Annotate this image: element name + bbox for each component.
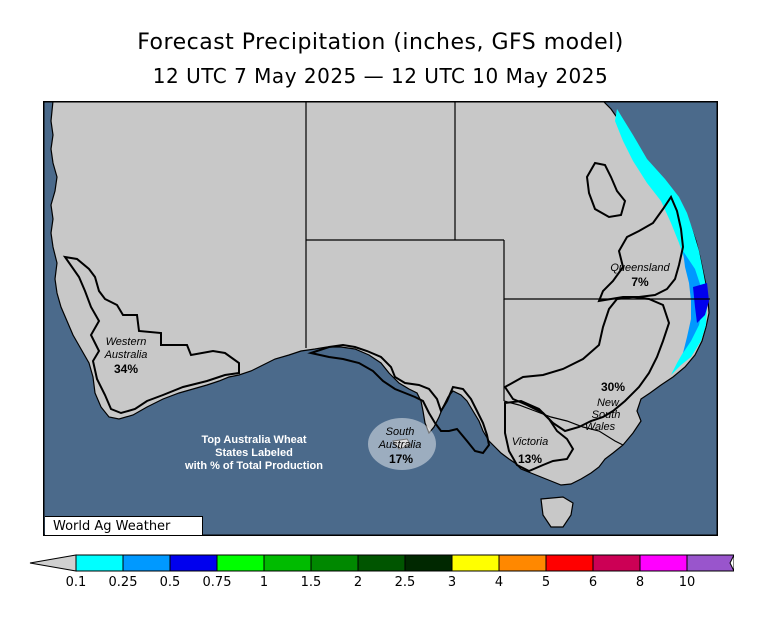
legend-tick-label: 4	[495, 575, 503, 590]
kangaroo-island	[392, 438, 412, 450]
precip-band-medium	[683, 251, 703, 353]
legend-above-arrow	[729, 554, 734, 572]
note-line: Top Australia Wheat	[201, 434, 306, 446]
legend-swatch	[639, 554, 688, 572]
legend-swatch	[404, 554, 453, 572]
state-share: 17%	[389, 452, 413, 466]
legend-tick-label: 10	[679, 575, 696, 590]
legend-swatch	[122, 554, 171, 572]
state-name-line: Queensland	[610, 262, 670, 274]
credit-label: World Ag Weather	[45, 516, 203, 535]
state-share: 7%	[631, 275, 649, 289]
qld-wheat-outline-2	[585, 161, 627, 219]
nsw-wheat-outline	[503, 295, 671, 433]
precipitation-map: Western Australia 34% South Australia 17…	[43, 101, 718, 536]
note-line: States Labeled	[215, 447, 293, 459]
note-line: with % of Total Production	[184, 460, 323, 472]
map-subtitle: 12 UTC 7 May 2025 — 12 UTC 10 May 2025	[152, 64, 609, 88]
wheat-regions	[62, 161, 685, 473]
legend-swatch	[75, 554, 124, 572]
tasmania-land	[540, 496, 574, 528]
nsw-vic-border	[503, 400, 624, 446]
wheat-note: Top Australia Wheat States Labeled with …	[184, 434, 323, 472]
legend-tick-label: 8	[636, 575, 644, 590]
state-label-wa: Western Australia 34%	[104, 336, 148, 376]
wa-wheat-outline	[62, 255, 240, 415]
state-label-nsw: 30% New South Wales	[585, 380, 626, 433]
legend-tick-label: 0.75	[203, 575, 232, 590]
legend-tick-label: 3	[448, 575, 456, 590]
state-share: 13%	[518, 452, 542, 466]
legend-tick-label: 1.5	[301, 575, 322, 590]
state-name-line: Western	[106, 336, 147, 348]
legend-tick-label: 5	[542, 575, 550, 590]
state-name-line: South	[592, 409, 621, 421]
precip-band-heavy	[693, 283, 709, 323]
color-legend: 0.1 0.25 0.5 0.75 1 1.5 2 2.5 3 4 5 6 8 10	[29, 554, 734, 590]
state-name-line: South	[386, 426, 415, 438]
legend-swatch	[545, 554, 594, 572]
sa-wheat-outline	[307, 343, 491, 455]
state-name-line: Wales	[585, 421, 616, 433]
legend-tick-label: 0.5	[160, 575, 181, 590]
legend-tick-label: 1	[260, 575, 268, 590]
legend-tick-label: 6	[589, 575, 597, 590]
legend-swatch	[216, 554, 265, 572]
state-name-line: New	[597, 397, 620, 409]
legend-swatch	[451, 554, 500, 572]
state-share: 34%	[114, 362, 138, 376]
legend-tick-label: 0.25	[109, 575, 138, 590]
state-name-line: Australia	[378, 439, 422, 451]
map-title: Forecast Precipitation (inches, GFS mode…	[137, 30, 624, 55]
legend-tick-label: 2	[354, 575, 362, 590]
state-label-sa: South Australia 17%	[368, 418, 436, 470]
legend-swatch	[686, 554, 734, 572]
qld-wheat-outline	[597, 194, 685, 303]
state-share: 30%	[601, 380, 625, 394]
legend-swatch	[592, 554, 641, 572]
legend-swatch	[357, 554, 406, 572]
state-label-vic: Victoria 13%	[512, 436, 548, 466]
legend-below-arrow	[29, 554, 77, 572]
state-label-qld: Queensland 7%	[610, 262, 670, 289]
legend-tick-label: 2.5	[395, 575, 416, 590]
legend-swatch	[498, 554, 547, 572]
legend-swatch	[169, 554, 218, 572]
legend-swatch	[310, 554, 359, 572]
legend-swatch	[263, 554, 312, 572]
state-name-line: Australia	[104, 349, 148, 361]
legend-tick-label: 0.1	[66, 575, 87, 590]
state-name-line: Victoria	[512, 436, 548, 448]
precip-band-light	[615, 109, 707, 375]
